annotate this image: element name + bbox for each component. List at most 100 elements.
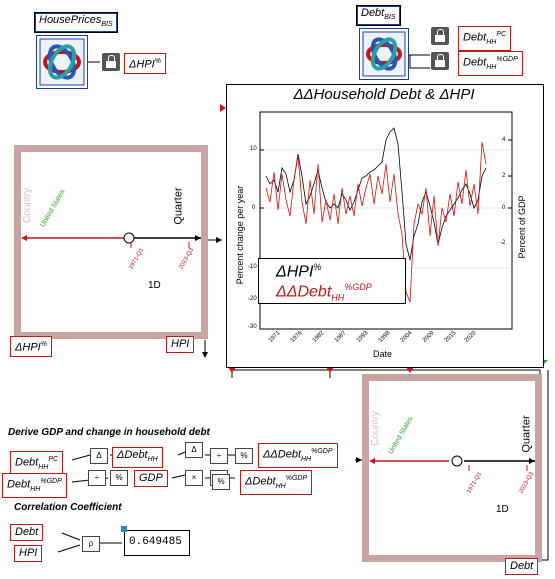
plot-area [259,111,513,330]
left-tick-10: 10 [250,146,257,152]
corr-in-hpi[interactable]: HPI [14,545,43,562]
legend-debt-label: ΔΔDebt [276,283,332,301]
corr-in-debt[interactable]: Debt [10,524,44,541]
legend-debt: ΔΔDebtHH%GDP [276,282,372,303]
delta-operator[interactable]: Δ [90,448,108,464]
bis-logo-right[interactable] [359,28,409,80]
corr-in-debt-label: Debt [15,526,39,538]
hpi-out-label: HPI [171,338,190,350]
bis-logo-icon [362,31,406,77]
debt-out-label: Debt [510,560,534,572]
legend-hpi-sup: % [313,262,322,272]
pivot-panel-right[interactable] [362,374,542,562]
legend-debt-sup: %GDP [344,282,372,292]
derive-in-gdp-sup: %GDP [40,478,62,485]
derive-heading: Derive GDP and change in household debt [8,427,210,438]
derive-out-d[interactable]: ΔDebtHH%GDP [240,470,313,495]
dhpi-lock-label: ΔHPI [129,58,155,71]
debt-label: Debt [361,7,385,19]
lock-icon-hpi[interactable] [102,53,120,71]
bis-logo-icon [39,38,85,86]
derive-in-pc-sub: HH [38,463,49,471]
plot-ylabel-left: Percent change per year [235,185,245,285]
right-tick-0: 0 [502,205,506,211]
hpi-series-line [265,127,487,261]
pivot-left-graphic [21,232,201,248]
debt-sub: BIS [384,14,396,22]
pivot-left-country-label: Country [22,187,34,224]
pivot-left-axis-label: Quarter [172,187,185,225]
debt-pc-sup: PC [496,31,507,38]
right-tick-4: 4 [502,137,506,143]
multiply-operator[interactable]: × [185,470,203,486]
dhpi-left-sup: % [40,341,47,348]
derive-out-dd[interactable]: ΔΔDebtHH%GDP [258,443,338,468]
right-tick-2: 2 [502,173,506,179]
hpi-out-variable[interactable]: HPI [166,336,195,353]
dhpi-left-label: ΔHPI [15,341,41,354]
debt-pc-sub: HH [486,38,497,46]
dhpi-lock-sup: % [154,58,161,65]
house-prices-sub: BIS [101,21,113,29]
derive-out-d-label: ΔDebt [245,475,276,488]
pivot-right-country-label: Country [370,410,382,447]
derive-out-d-sub: HH [275,482,286,490]
lock-icon-debt-pc[interactable] [431,27,449,45]
correlation-value-box[interactable]: 0.649485 [124,530,190,556]
bis-logo-left[interactable] [36,35,88,89]
delta-operator-2[interactable]: Δ [185,442,203,458]
pivot-panel-left[interactable] [14,145,208,339]
legend-hpi-label: ΔHPI [276,263,314,281]
derive-gdp[interactable]: GDP [134,470,168,487]
left-tick-neg30: -30 [248,324,257,330]
corr-in-hpi-label: HPI [19,547,38,559]
derive-out-dd-label: ΔΔDebt [263,448,301,461]
correlation-value: 0.649485 [129,536,182,548]
legend-hpi: ΔHPI% [276,262,321,281]
derive-out-dd-sub: HH [301,455,312,463]
left-tick-neg10: -10 [248,264,257,270]
debt-out-variable[interactable]: Debt [505,558,539,575]
debt-gdp-sub: HH [486,63,497,71]
debt-variable[interactable]: DebtBIS [356,5,401,27]
debt-gdp-label: Debt [463,56,487,69]
left-tick-neg20: -20 [248,296,257,302]
legend-debt-sub: HH [331,292,345,303]
house-prices-variable[interactable]: HousePricesBIS [34,12,118,34]
divide-operator-1[interactable]: ÷ [88,470,106,486]
debt-gdp-variable[interactable]: DebtHH%GDP [458,51,523,76]
percent-operator-2[interactable]: % [235,448,253,464]
pivot-right-dim: 1D [496,504,509,515]
rho-operator[interactable]: ρ [82,536,100,552]
dhpi-left-variable[interactable]: ΔHPI% [10,336,52,357]
derive-out-dd-sup: %GDP [311,448,333,455]
correlation-corner-marker [121,526,127,532]
pivot-right-axis-label: Quarter [520,415,533,453]
right-tick-neg2: -2 [500,240,506,246]
derive-in-pc-label: Debt [15,456,39,469]
derive-in-gdp-sub: HH [30,485,41,493]
debt-gdp-sup: %GDP [496,56,518,63]
left-tick-0: 0 [252,205,256,211]
percent-operator-1[interactable]: % [110,470,128,486]
plot-title: ΔΔHousehold Debt & ΔHPI [293,86,475,103]
debt-series-line [265,141,487,303]
plot-ylabel-right: Percent of GDP [517,195,527,259]
plot-xlabel: Date [373,349,393,359]
percent-operator-3[interactable]: % [212,474,230,490]
plot-legend [258,258,406,304]
derive-ddebt[interactable]: ΔDebtHH [112,447,163,469]
pivot-right-graphic [369,455,535,471]
dhpi-lock-variable[interactable]: ΔHPI% [124,53,166,74]
house-prices-label: HousePrices [39,14,102,26]
lock-icon-debt-gdp[interactable] [431,52,449,70]
pivot-left-dim: 1D [148,280,161,291]
derive-in-pc-sup: PC [48,456,59,463]
derive-gdp-label: GDP [139,472,163,484]
correlation-heading: Correlation Coefficient [14,502,122,513]
divide-operator-2[interactable]: ÷ [210,448,228,464]
derive-in-gdp[interactable]: DebtHH%GDP [2,473,67,498]
derive-in-gdp-label: Debt [7,478,31,491]
derive-out-d-sup: %GDP [285,475,308,482]
debt-pc-variable[interactable]: DebtHHPC [458,26,512,51]
